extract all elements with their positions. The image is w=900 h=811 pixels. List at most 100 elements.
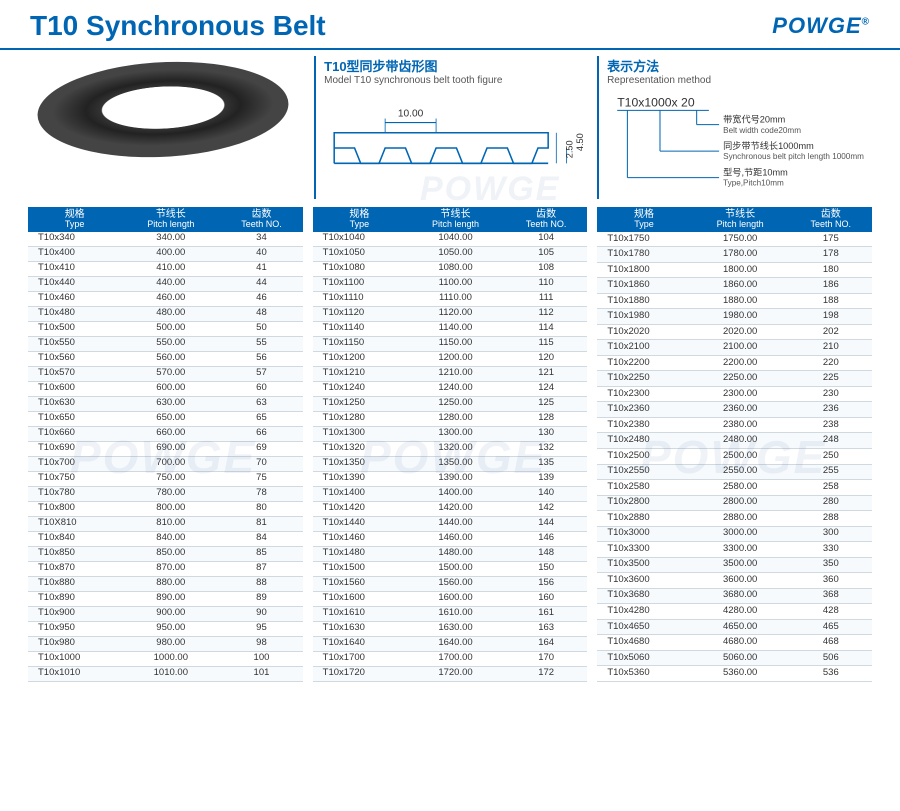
svg-text:同步带节线长1000mm: 同步带节线长1000mm [723, 140, 814, 151]
table-row: T10x17501750.00175 [597, 232, 872, 247]
cell-type: T10x1280 [313, 411, 406, 426]
cell-type: T10x2500 [597, 448, 690, 464]
cell-pitch: 460.00 [121, 291, 220, 306]
cell-pitch: 1440.00 [406, 516, 505, 531]
tooth-profile-svg: 10.00 2.50 4.50 [324, 92, 589, 184]
cell-pitch: 1800.00 [691, 262, 790, 278]
cell-type: T10x1560 [313, 576, 406, 591]
col-type: 规格Type [597, 207, 690, 232]
cell-type: T10x1440 [313, 516, 406, 531]
belt-photo [34, 58, 291, 162]
cell-teeth: 124 [505, 381, 587, 396]
table-row: T10x12801280.00128 [313, 411, 588, 426]
cell-pitch: 800.00 [121, 501, 220, 516]
cell-pitch: 550.00 [121, 336, 220, 351]
cell-type: T10x1040 [313, 232, 406, 247]
col-teeth: 齿数Teeth NO. [220, 207, 302, 232]
table-row: T10x17001700.00170 [313, 651, 588, 666]
cell-teeth: 428 [790, 604, 872, 620]
cell-pitch: 1250.00 [406, 396, 505, 411]
table-row: T10x14401440.00144 [313, 516, 588, 531]
cell-pitch: 1750.00 [691, 232, 790, 247]
cell-pitch: 1480.00 [406, 546, 505, 561]
cell-pitch: 1100.00 [406, 276, 505, 291]
table-row: T10x25502550.00255 [597, 464, 872, 480]
cell-pitch: 3500.00 [691, 557, 790, 573]
cell-teeth: 115 [505, 336, 587, 351]
cell-type: T10x1200 [313, 351, 406, 366]
cell-type: T10x3000 [597, 526, 690, 542]
cell-teeth: 258 [790, 480, 872, 496]
cell-type: T10x410 [28, 261, 121, 276]
table-row: T10x10501050.00105 [313, 246, 588, 261]
cell-teeth: 101 [220, 666, 302, 681]
svg-text:4.50: 4.50 [575, 133, 585, 151]
cell-pitch: 560.00 [121, 351, 220, 366]
svg-text:Belt width code20mm: Belt width code20mm [723, 126, 801, 135]
cell-type: T10x3600 [597, 573, 690, 589]
col-pitch: 节线长Pitch length [691, 207, 790, 232]
cell-pitch: 690.00 [121, 441, 220, 456]
cell-type: T10x4650 [597, 619, 690, 635]
table-row: T10x410410.0041 [28, 261, 303, 276]
cell-pitch: 750.00 [121, 471, 220, 486]
table-row: T10x16101610.00161 [313, 606, 588, 621]
cell-pitch: 440.00 [121, 276, 220, 291]
cell-pitch: 1390.00 [406, 471, 505, 486]
cell-type: T10x1480 [313, 546, 406, 561]
cell-type: T10x690 [28, 441, 121, 456]
rep-title-cn: 表示方法 [607, 56, 872, 75]
cell-pitch: 1400.00 [406, 486, 505, 501]
cell-teeth: 350 [790, 557, 872, 573]
cell-teeth: 225 [790, 371, 872, 387]
cell-type: T10x650 [28, 411, 121, 426]
cell-teeth: 95 [220, 621, 302, 636]
cell-type: T10x880 [28, 576, 121, 591]
table-row: T10x10101010.00101 [28, 666, 303, 681]
table-row: T10x11501150.00115 [313, 336, 588, 351]
cell-pitch: 630.00 [121, 396, 220, 411]
cell-pitch: 1000.00 [121, 651, 220, 666]
tooth-figure-box: T10型同步带齿形图 Model T10 synchronous belt to… [324, 56, 589, 199]
cell-type: T10x1610 [313, 606, 406, 621]
svg-text:Synchronous belt pitch length: Synchronous belt pitch length 1000mm [723, 152, 864, 161]
cell-pitch: 1210.00 [406, 366, 505, 381]
cell-pitch: 1140.00 [406, 321, 505, 336]
cell-teeth: 40 [220, 246, 302, 261]
cell-teeth: 330 [790, 542, 872, 558]
cell-pitch: 1860.00 [691, 278, 790, 294]
table-row: T10x16001600.00160 [313, 591, 588, 606]
cell-teeth: 80 [220, 501, 302, 516]
cell-teeth: 120 [505, 351, 587, 366]
svg-text:T10x1000x 20: T10x1000x 20 [617, 95, 695, 109]
table-row: T10x630630.0063 [28, 396, 303, 411]
cell-type: T10x1080 [313, 261, 406, 276]
cell-type: T10x900 [28, 606, 121, 621]
table-row: T10x17201720.00172 [313, 666, 588, 681]
cell-pitch: 950.00 [121, 621, 220, 636]
cell-pitch: 400.00 [121, 246, 220, 261]
cell-type: T10x5060 [597, 650, 690, 666]
table-row: T10x35003500.00350 [597, 557, 872, 573]
cell-teeth: 139 [505, 471, 587, 486]
table-row: T10x900900.0090 [28, 606, 303, 621]
cell-type: T10x1210 [313, 366, 406, 381]
table-row: T10x480480.0048 [28, 306, 303, 321]
cell-pitch: 1120.00 [406, 306, 505, 321]
divider [314, 56, 316, 199]
table-row: T10x950950.0095 [28, 621, 303, 636]
cell-teeth: 57 [220, 366, 302, 381]
cell-pitch: 1010.00 [121, 666, 220, 681]
cell-type: T10x1000 [28, 651, 121, 666]
cell-type: T10X810 [28, 516, 121, 531]
table-row: T10x870870.0087 [28, 561, 303, 576]
cell-type: T10x1640 [313, 636, 406, 651]
cell-pitch: 850.00 [121, 546, 220, 561]
cell-teeth: 210 [790, 340, 872, 356]
cell-pitch: 880.00 [121, 576, 220, 591]
cell-type: T10x1460 [313, 531, 406, 546]
cell-type: T10x2200 [597, 355, 690, 371]
cell-teeth: 146 [505, 531, 587, 546]
cell-type: T10x340 [28, 232, 121, 247]
cell-teeth: 198 [790, 309, 872, 325]
